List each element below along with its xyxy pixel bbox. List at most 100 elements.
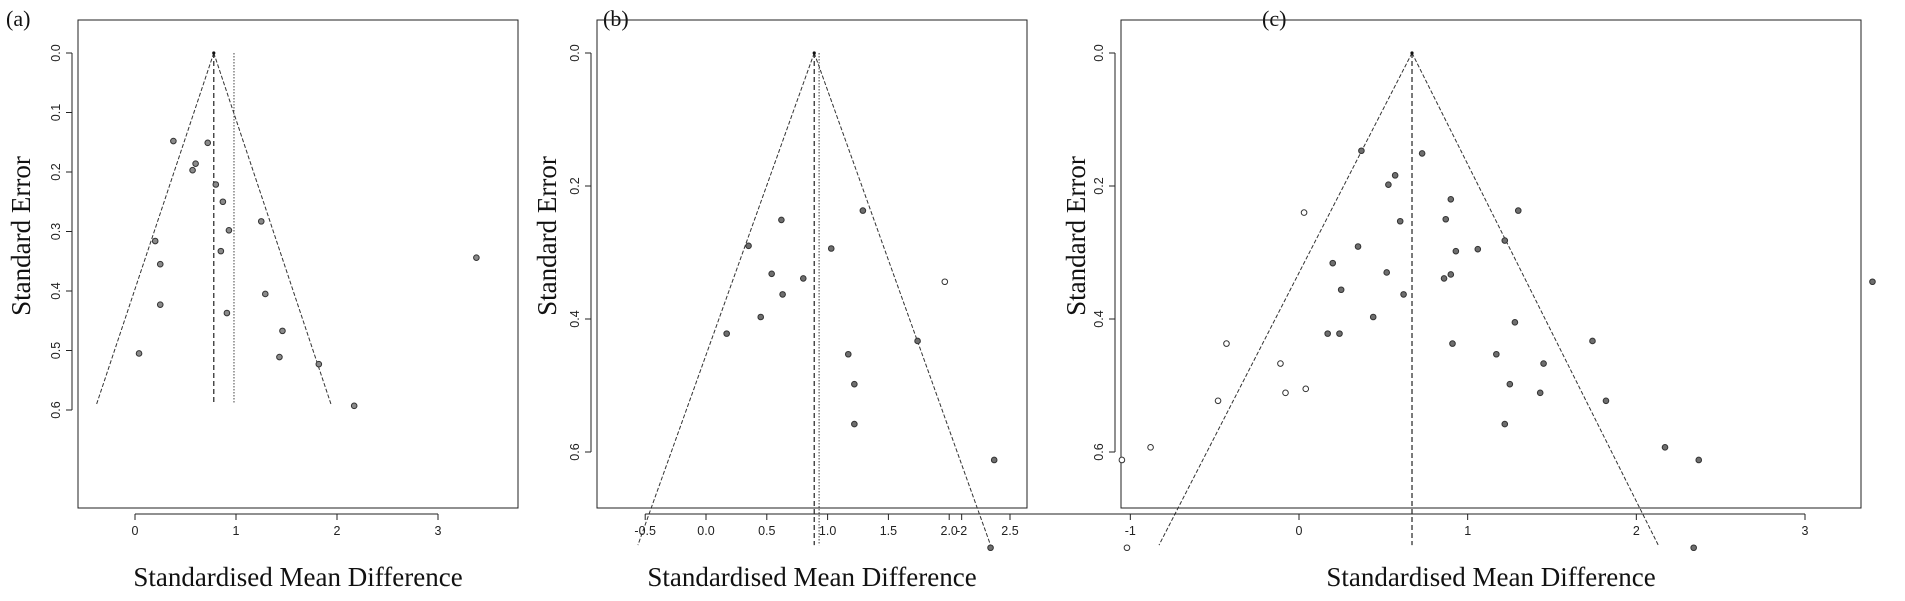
x-tick-label-c: 0 (1296, 524, 1303, 538)
data-point-c (1501, 237, 1509, 244)
y-tick-label-a: 0.6 (49, 401, 63, 418)
y-tick-label-a: 0.4 (49, 282, 63, 299)
y-axis-title-a: Standard Error (6, 156, 36, 316)
x-tick-label-b: 1.0 (819, 524, 836, 538)
data-point-c (1337, 286, 1345, 294)
data-point-c (1474, 245, 1482, 253)
data-point-c (1869, 278, 1876, 286)
data-point-a (257, 218, 265, 225)
panel-a: (a) Standard Error Standardised Mean Dif… (6, 6, 519, 592)
data-point-c (1602, 397, 1610, 405)
x-axis-b: -0.5 0.0 0.5 1.0 1.5 2.0 2.5 (634, 513, 1019, 538)
plot-frame-b (596, 19, 1028, 509)
data-point-a (276, 353, 283, 361)
data-point-b (859, 207, 867, 214)
data-point-b (745, 242, 752, 250)
x-tick-label-c: -2 (956, 524, 967, 538)
x-tick-label-a: 1 (233, 524, 240, 538)
x-axis-title-a: Standardised Mean Difference (133, 562, 462, 592)
imputed-point-c (1277, 360, 1284, 367)
x-tick-label-c: 1 (1464, 524, 1471, 538)
y-tick-label-a: 0.1 (49, 104, 63, 121)
data-point-c (1501, 420, 1509, 428)
imputed-point-c (1147, 444, 1154, 451)
y-tick-label-a: 0.2 (49, 163, 63, 180)
funnel-left-line-b (637, 52, 815, 546)
data-point-b (723, 330, 730, 337)
y-tick-label-a: 0.0 (49, 44, 63, 61)
funnel-apex-c (1410, 51, 1414, 55)
data-point-c (1506, 380, 1514, 388)
imputed-point-c (1223, 340, 1230, 347)
funnel-right-line-a (213, 52, 332, 405)
y-tick-label-b: 0.4 (568, 310, 582, 327)
x-tick-label-b: 1.5 (880, 524, 897, 538)
y-axis-title-c: Standard Error (1061, 156, 1091, 316)
x-tick-label-a: 0 (132, 524, 139, 538)
panel-label-a: (a) (6, 6, 30, 31)
panel-c: (c) Standard Error Standardised Mean Dif… (941, 6, 1876, 592)
x-tick-label-a: 2 (334, 524, 341, 538)
x-tick-label-b: 2.5 (1001, 524, 1018, 538)
funnel-apex-b (812, 51, 816, 55)
imputed-point-c (1300, 209, 1308, 216)
data-point-c (1589, 337, 1596, 345)
funnel-lines-c (1158, 52, 1659, 546)
data-point-a (315, 360, 323, 368)
data-point-c (1354, 243, 1362, 250)
plot-frame-a (77, 19, 519, 509)
imputed-point-c (1302, 385, 1310, 393)
vertical-lines-b (812, 51, 820, 546)
funnel-lines-a (96, 52, 332, 405)
funnel-lines-b (637, 52, 992, 546)
y-axis-c: 0.0 0.2 0.4 0.6 (1092, 44, 1116, 461)
data-point-c (1383, 269, 1391, 276)
x-tick-label-c: 2 (1633, 524, 1640, 538)
x-tick-label-a: 3 (435, 524, 442, 538)
x-axis-title-b: Standardised Mean Difference (647, 562, 976, 592)
data-point-b (851, 380, 858, 388)
x-tick-label-b: 2.0 (941, 524, 958, 538)
x-axis-c: -2 -1 0 1 2 3 (956, 513, 1809, 538)
y-tick-label-b: 0.0 (568, 44, 582, 61)
y-tick-label-b: 0.6 (568, 443, 582, 460)
data-point-c (1324, 330, 1331, 337)
data-point-c (1447, 271, 1455, 278)
data-point-a (219, 198, 227, 206)
panel-label-b: (b) (603, 6, 629, 31)
data-point-a (217, 247, 225, 255)
data-point-c (1336, 330, 1343, 337)
plot-frame-c (1120, 19, 1862, 509)
data-point-c (1358, 147, 1365, 155)
x-tick-label-b: -0.5 (634, 524, 656, 538)
data-point-b (914, 337, 921, 345)
data-point-c (1661, 444, 1669, 451)
funnel-apex-a (212, 51, 216, 55)
data-point-c (1385, 181, 1392, 188)
funnel-right-line-c (1411, 52, 1659, 546)
data-point-b (990, 456, 998, 464)
data-point-b (799, 275, 807, 282)
data-point-b (768, 270, 775, 278)
data-point-c (1418, 150, 1426, 157)
data-point-c (1391, 172, 1399, 179)
data-point-c (1452, 247, 1460, 255)
data-point-c (1369, 313, 1377, 321)
data-point-a (204, 139, 212, 147)
data-point-a (151, 237, 159, 245)
data-point-b (851, 420, 858, 428)
imputed-point-c (1214, 397, 1222, 405)
data-point-a (135, 350, 143, 357)
data-point-c (1440, 275, 1448, 282)
y-tick-label-b: 0.2 (568, 177, 582, 194)
y-tick-label-c: 0.0 (1092, 44, 1106, 61)
data-point-c (1695, 456, 1703, 464)
data-point-a (156, 301, 164, 308)
data-point-b (779, 291, 786, 298)
data-point-a (212, 181, 220, 188)
funnel-left-line-a (96, 52, 215, 405)
points-c (941, 147, 1876, 552)
vertical-lines-c (1410, 51, 1414, 546)
y-tick-label-c: 0.6 (1092, 443, 1106, 460)
data-point-a (350, 402, 358, 410)
